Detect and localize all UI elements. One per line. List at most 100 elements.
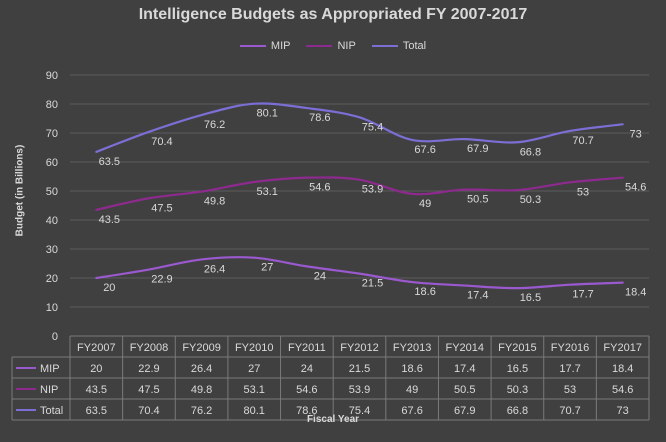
data-label-mip: 26.4 [204,263,225,275]
data-label-mip: 18.6 [414,286,435,298]
data-label-nip: 53.1 [257,186,278,198]
table-cell: 70.4 [138,405,159,417]
table-cell: 63.5 [86,405,107,417]
series-line-total [95,102,624,153]
data-label-mip: 21.5 [362,278,383,290]
table-cell: 20 [90,363,102,375]
table-cell: 27 [248,363,260,375]
series-line-mip [95,256,624,290]
y-tick-label: 80 [46,99,58,111]
table-cell: 47.5 [138,384,159,396]
data-label-total: 73 [630,128,642,140]
data-label-nip: 50.5 [467,194,488,206]
data-label-nip: 54.6 [625,182,646,194]
legend-label-total: Total [402,40,427,52]
y-tick-label: 40 [46,215,58,227]
x-tick-label: FY2010 [235,342,274,354]
data-label-nip: 49.8 [204,196,225,208]
table-cell: 53.1 [244,384,265,396]
legend-swatch-total [371,45,398,47]
data-label-mip: 24 [314,270,326,282]
y-tick-label: 30 [46,244,58,256]
table-cell: 49 [406,384,418,396]
table-cell: 49.8 [191,384,212,396]
table-cell: 50.5 [454,384,475,396]
legend-swatch-nip [306,45,333,47]
series-line-nip [95,176,624,211]
data-label-total: 76.2 [204,119,225,131]
data-label-mip: 27 [261,262,273,274]
data-label-total: 78.6 [309,112,330,124]
table-cell: 80.1 [244,405,265,417]
data-label-mip: 20 [103,282,115,294]
table-series-name: Total [40,405,63,417]
x-tick-label: FY2007 [77,342,116,354]
legend-swatch-mip [239,45,266,47]
data-label-nip: 49 [419,198,431,210]
table-cell: 21.5 [349,363,370,375]
data-label-nip: 54.6 [309,182,330,194]
x-tick-label: FY2014 [446,342,485,354]
x-tick-label: FY2013 [393,342,432,354]
y-tick-label: 20 [46,273,58,285]
data-label-total: 80.1 [257,108,278,120]
chart-title: Intelligence Budgets as Appropriated FY … [138,6,528,23]
legend-label-mip: MIP [270,40,291,52]
y-tick-label: 0 [52,331,58,343]
x-axis-label: Fiscal Year [306,414,360,425]
data-label-total: 70.7 [572,135,593,147]
table-cell: 17.7 [559,363,580,375]
table-cell: 54.6 [296,384,317,396]
legend-item-total: Total [371,40,427,52]
y-tick-label: 70 [46,128,58,140]
x-tick-label: FY2017 [603,342,642,354]
table-cell: 78.6 [296,405,317,417]
data-label-nip: 50.3 [520,194,541,206]
table-cell: 22.9 [138,363,159,375]
x-tick-label: FY2016 [551,342,590,354]
data-label-total: 67.6 [414,144,435,156]
table-cell: 18.6 [401,363,422,375]
data-label-mip: 16.5 [520,292,541,304]
data-label-mip: 18.4 [625,287,646,299]
legend-item-nip: NIP [306,40,356,52]
table-cell: 75.4 [349,405,370,417]
data-label-total: 66.8 [520,146,541,158]
table-cell: 43.5 [86,384,107,396]
table-cell: 76.2 [191,405,212,417]
table-series-name: NIP [40,384,58,396]
data-label-total: 70.4 [151,136,172,148]
x-tick-label: FY2011 [288,342,326,354]
data-label-total: 63.5 [99,156,120,168]
data-label-nip: 43.5 [99,214,120,226]
table-cell: 50.3 [507,384,528,396]
legend: MIP NIP Total [0,40,666,52]
legend-item-mip: MIP [239,40,291,52]
data-label-nip: 53.9 [362,184,383,196]
y-tick-label: 50 [46,186,58,198]
data-label-total: 67.9 [467,143,488,155]
y-axis-label: Budget (in Billions) [14,144,26,237]
y-tick-label: 90 [46,70,58,82]
table-cell: 54.6 [612,384,633,396]
data-label-total: 75.4 [362,121,383,133]
data-label-nip: 53 [577,186,589,198]
table-cell: 26.4 [191,363,212,375]
table-cell: 73 [617,405,629,417]
table-cell: 53 [564,384,576,396]
table-series-name: MIP [40,363,60,375]
table-cell: 16.5 [507,363,528,375]
x-tick-label: FY2009 [182,342,221,354]
y-tick-label: 10 [46,302,58,314]
legend-label-nip: NIP [337,40,356,52]
y-tick-label: 60 [46,157,58,169]
table-cell: 67.9 [454,405,475,417]
data-label-mip: 17.7 [572,289,593,301]
table-cell: 18.4 [612,363,633,375]
x-tick-label: FY2012 [340,342,379,354]
table-cell: 70.7 [559,405,580,417]
data-label-nip: 47.5 [151,202,172,214]
table-cell: 66.8 [507,405,528,417]
